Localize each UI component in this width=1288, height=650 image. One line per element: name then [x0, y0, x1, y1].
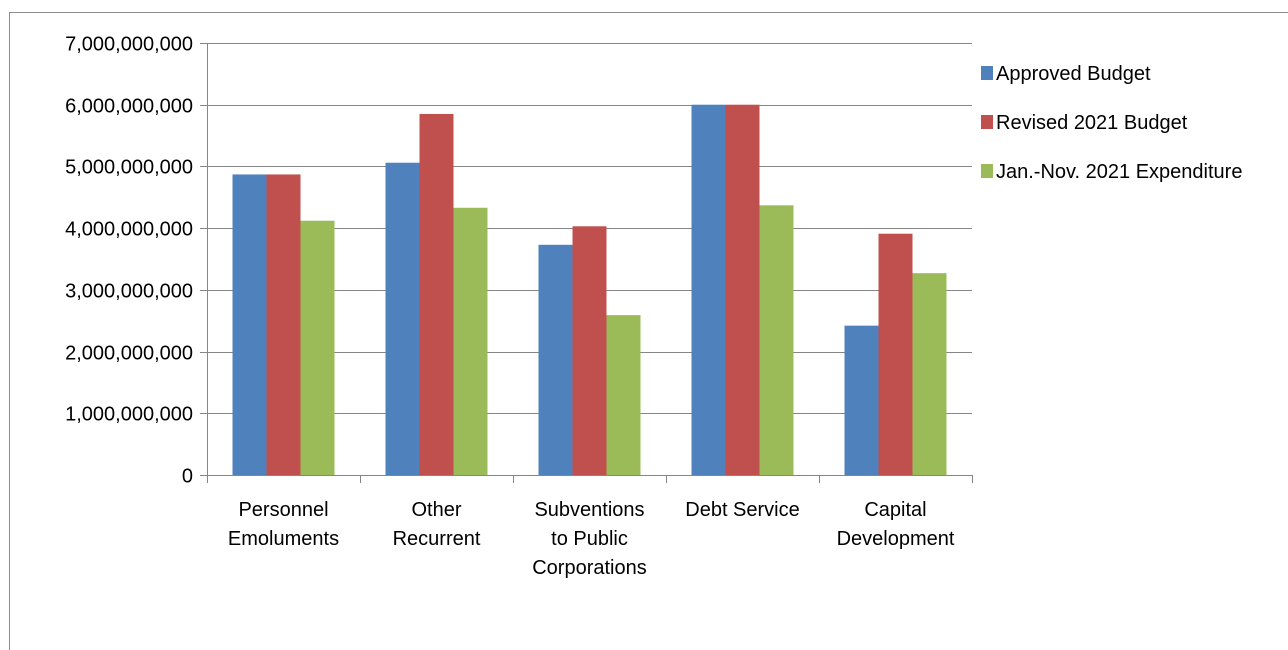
x-category-label: Personnel: [238, 499, 328, 521]
x-category-label: Debt Service: [685, 499, 800, 521]
bar-jan-nov-2021-expenditure-3: [759, 205, 794, 475]
legend: Approved Budget Revised 2021 Budget Jan.-N…: [981, 63, 1242, 183]
bar-jan-nov-2021-expenditure-2: [606, 315, 641, 475]
y-tick-label: 0: [182, 466, 193, 488]
bar-revised-2021-budget-0: [266, 174, 301, 476]
y-tick-label: 5,000,000,000: [65, 157, 193, 179]
x-category-label: Emoluments: [228, 528, 339, 550]
bar-approved-budget-0: [232, 174, 267, 476]
bar-revised-2021-budget-2: [572, 226, 607, 475]
x-category-label: Other: [411, 499, 461, 521]
bar-approved-budget-3: [691, 104, 726, 475]
x-category-label: to Public: [551, 528, 628, 550]
x-category-label: Capital: [864, 499, 926, 521]
x-category-label: Recurrent: [393, 528, 481, 550]
bar-revised-2021-budget-3: [725, 104, 760, 475]
x-category-label: Development: [837, 528, 955, 550]
bars: [232, 104, 947, 476]
legend-swatch: [981, 115, 993, 129]
bar-jan-nov-2021-expenditure-0: [300, 220, 335, 475]
legend-swatch: [981, 66, 993, 80]
y-tick-label: 4,000,000,000: [65, 219, 193, 241]
chart-frame: [9, 12, 1288, 650]
bar-revised-2021-budget-4: [878, 233, 913, 475]
legend-label: Approved Budget: [996, 63, 1151, 85]
y-tick-label: 7,000,000,000: [65, 34, 193, 56]
x-category-label: Corporations: [532, 557, 647, 579]
bar-jan-nov-2021-expenditure-4: [912, 273, 947, 475]
legend-swatch: [981, 164, 993, 178]
y-tick-label: 3,000,000,000: [65, 281, 193, 303]
legend-label: Revised 2021 Budget: [996, 112, 1188, 134]
y-tick-label: 1,000,000,000: [65, 404, 193, 426]
bar-approved-budget-1: [385, 162, 420, 475]
bar-jan-nov-2021-expenditure-1: [453, 207, 488, 475]
bar-revised-2021-budget-1: [419, 113, 454, 475]
x-category-label: Subventions: [534, 499, 644, 521]
legend-label: Jan.-Nov. 2021 Expenditure: [996, 161, 1242, 183]
bar-approved-budget-4: [844, 325, 879, 475]
y-tick-label: 6,000,000,000: [65, 96, 193, 118]
y-tick-label: 2,000,000,000: [65, 343, 193, 365]
bar-approved-budget-2: [538, 244, 573, 475]
axes: 0 1,000,000,000 2,000,000,000 3,000,000,000…: [65, 34, 973, 579]
